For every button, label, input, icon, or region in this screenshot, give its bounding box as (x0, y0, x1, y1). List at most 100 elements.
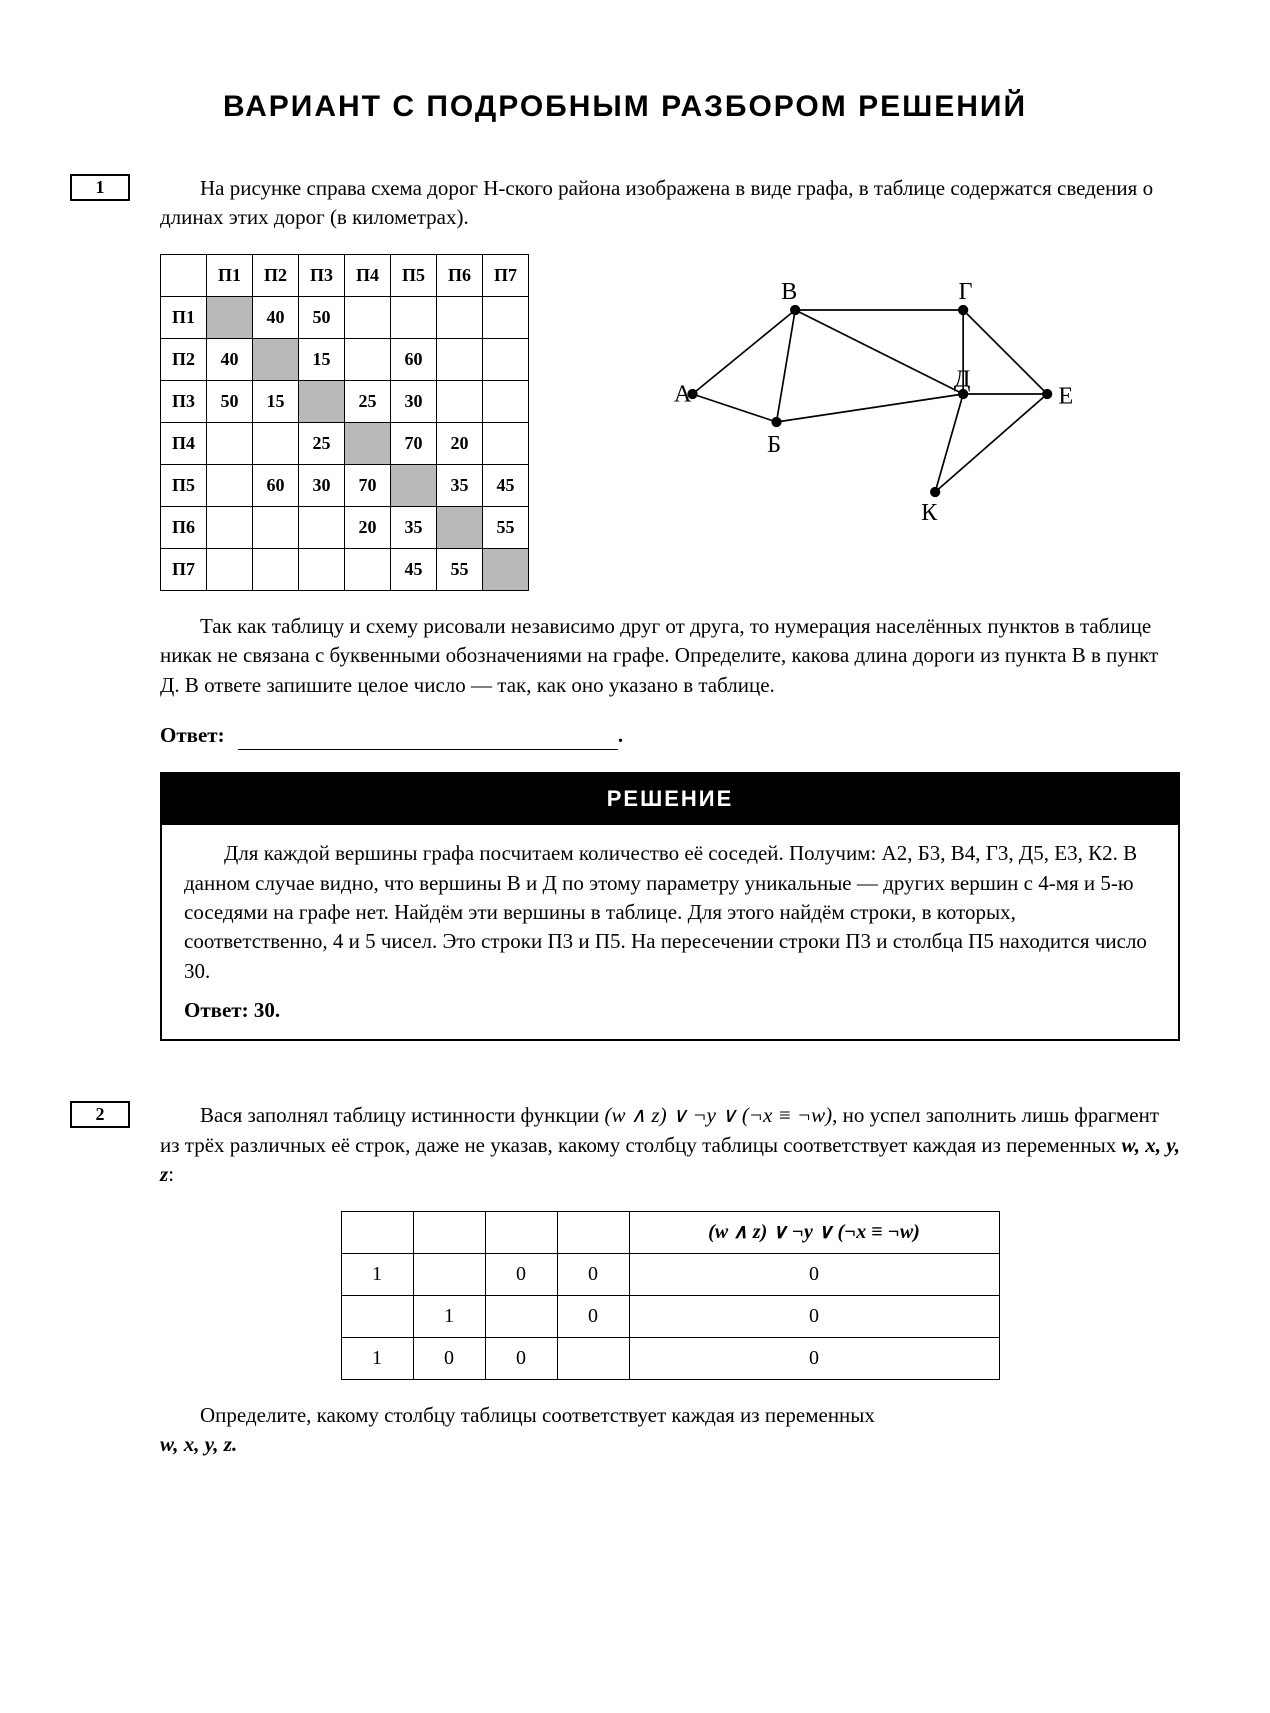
table-cell (207, 548, 253, 590)
graph-node (771, 417, 781, 427)
table-header: П5 (391, 254, 437, 296)
solution-header: РЕШЕНИЕ (162, 774, 1178, 825)
problem-body: Вася заполнял таблицу истинности функции… (160, 1101, 1180, 1480)
problem-after-text: Определите, какому столбцу таблицы соотв… (160, 1401, 1180, 1460)
table-cell: 25 (345, 380, 391, 422)
truth-cell: 1 (341, 1337, 413, 1379)
truth-cell (557, 1337, 629, 1379)
table-cell (483, 380, 529, 422)
table-cell: 40 (207, 338, 253, 380)
problem-1: 1 На рисунке справа схема дорог Н-ского … (70, 174, 1180, 1091)
table-cell: 45 (391, 548, 437, 590)
truth-table: (w ∧ z) ∨ ¬y ∨ (¬x ≡ ¬w)10001001000 (341, 1211, 1000, 1380)
problem-after-text: Так как таблицу и схему рисовали независ… (160, 612, 1180, 700)
graph-edge (935, 394, 963, 492)
table-cell: 60 (253, 464, 299, 506)
problem-number: 2 (70, 1101, 130, 1128)
table-cell (437, 380, 483, 422)
graph-edge (963, 310, 1047, 394)
intro-text: Вася заполнял таблицу истинности функции (200, 1103, 605, 1127)
truth-header-formula: (w ∧ z) ∨ ¬y ∨ (¬x ≡ ¬w) (629, 1211, 999, 1253)
table-header: П7 (483, 254, 529, 296)
distance-table: П1П2П3П4П5П6П7П14050П2401560П350152530П4… (160, 254, 529, 591)
graph-node (930, 487, 940, 497)
table-cell (299, 380, 345, 422)
graph-node (1042, 389, 1052, 399)
table-cell (391, 296, 437, 338)
formula: (w ∧ z) ∨ ¬y ∨ (¬x ≡ ¬w) (605, 1103, 833, 1127)
after-text: Определите, какому столбцу таблицы соотв… (200, 1403, 875, 1427)
truth-cell: 0 (557, 1295, 629, 1337)
table-header: П4 (345, 254, 391, 296)
table-cell (207, 506, 253, 548)
colon: : (168, 1162, 174, 1186)
solution-box: РЕШЕНИЕ Для каждой вершины графа посчита… (160, 772, 1180, 1041)
table-cell (253, 506, 299, 548)
table-cell (391, 464, 437, 506)
table-cell: 35 (437, 464, 483, 506)
truth-header-blank (485, 1211, 557, 1253)
table-cell: 50 (207, 380, 253, 422)
problem-intro: На рисунке справа схема дорог Н-ского ра… (160, 174, 1180, 233)
table-cell: 50 (299, 296, 345, 338)
road-graph: АБВГДЕК (569, 254, 1180, 534)
table-cell: 70 (345, 464, 391, 506)
graph-node-label: Е (1058, 382, 1073, 409)
row-header: П6 (161, 506, 207, 548)
table-cell (299, 548, 345, 590)
truth-header-blank (341, 1211, 413, 1253)
table-cell (345, 422, 391, 464)
table-header: П3 (299, 254, 345, 296)
graph-node (790, 305, 800, 315)
table-cell (483, 338, 529, 380)
solution-answer: Ответ: 30. (184, 996, 1156, 1025)
table-cell: 60 (391, 338, 437, 380)
table-cell (253, 338, 299, 380)
graph-edge (693, 394, 777, 422)
row-header: П5 (161, 464, 207, 506)
table-graph-row: П1П2П3П4П5П6П7П14050П2401560П350152530П4… (160, 254, 1180, 591)
table-cell: 20 (345, 506, 391, 548)
table-cell (483, 296, 529, 338)
table-cell (483, 548, 529, 590)
row-header: П4 (161, 422, 207, 464)
graph-node-label: А (674, 380, 692, 407)
table-cell (437, 296, 483, 338)
table-cell: 55 (437, 548, 483, 590)
problem-number: 1 (70, 174, 130, 201)
truth-cell: 0 (629, 1337, 999, 1379)
table-cell (207, 464, 253, 506)
problem-body: На рисунке справа схема дорог Н-ского ра… (160, 174, 1180, 1091)
table-header: П2 (253, 254, 299, 296)
table-cell (207, 296, 253, 338)
graph-container: АБВГДЕК (569, 254, 1180, 591)
table-cell: 55 (483, 506, 529, 548)
answer-label: Ответ: (160, 723, 225, 747)
graph-edge (935, 394, 1047, 492)
truth-cell: 0 (629, 1295, 999, 1337)
table-header (161, 254, 207, 296)
table-cell (345, 338, 391, 380)
graph-edge (777, 394, 964, 422)
graph-node (958, 305, 968, 315)
table-cell: 30 (299, 464, 345, 506)
answer-blank[interactable] (238, 725, 618, 750)
table-cell (207, 422, 253, 464)
vars: w, x, y, z. (160, 1432, 237, 1456)
truth-cell: 0 (485, 1337, 557, 1379)
table-cell: 40 (253, 296, 299, 338)
graph-node-label: К (921, 499, 938, 526)
page-title: ВАРИАНТ С ПОДРОБНЫМ РАЗБОРОМ РЕШЕНИЙ (70, 90, 1180, 124)
graph-edge (693, 310, 796, 394)
truth-cell: 0 (413, 1337, 485, 1379)
table-cell (437, 506, 483, 548)
table-cell: 35 (391, 506, 437, 548)
graph-node-label: Б (767, 431, 781, 458)
truth-header-blank (413, 1211, 485, 1253)
table-cell: 45 (483, 464, 529, 506)
row-header: П7 (161, 548, 207, 590)
problem-2: 2 Вася заполнял таблицу истинности функц… (70, 1101, 1180, 1480)
graph-node-label: Д (954, 365, 971, 392)
page: ВАРИАНТ С ПОДРОБНЫМ РАЗБОРОМ РЕШЕНИЙ 1 Н… (0, 0, 1270, 1713)
table-cell (483, 422, 529, 464)
